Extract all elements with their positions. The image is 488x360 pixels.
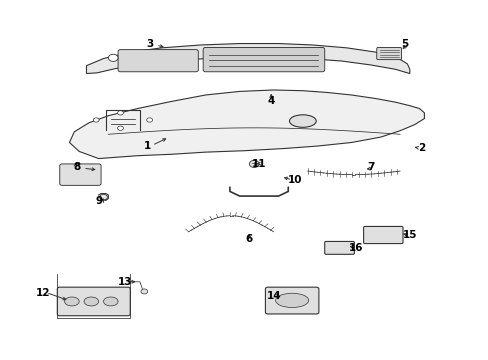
FancyBboxPatch shape — [118, 50, 198, 72]
Circle shape — [249, 160, 259, 167]
Ellipse shape — [275, 293, 308, 307]
Text: 15: 15 — [402, 230, 416, 240]
Text: 10: 10 — [288, 175, 302, 185]
Text: 5: 5 — [401, 39, 408, 49]
Text: 6: 6 — [245, 234, 252, 244]
Ellipse shape — [103, 297, 118, 306]
Text: 2: 2 — [418, 143, 425, 153]
Text: 14: 14 — [266, 291, 281, 301]
Circle shape — [141, 289, 147, 294]
FancyBboxPatch shape — [363, 226, 402, 244]
FancyBboxPatch shape — [203, 48, 324, 72]
PathPatch shape — [86, 44, 409, 73]
PathPatch shape — [69, 90, 424, 158]
Text: 12: 12 — [36, 288, 50, 297]
Text: 7: 7 — [366, 162, 374, 172]
Circle shape — [117, 126, 123, 130]
Ellipse shape — [84, 297, 99, 306]
FancyBboxPatch shape — [376, 48, 401, 60]
Text: 4: 4 — [267, 96, 274, 107]
Text: 3: 3 — [146, 39, 153, 49]
Text: 11: 11 — [251, 159, 266, 169]
Text: 1: 1 — [143, 141, 151, 151]
Text: 8: 8 — [73, 162, 80, 172]
FancyBboxPatch shape — [324, 242, 354, 254]
Circle shape — [100, 194, 107, 200]
FancyBboxPatch shape — [265, 287, 318, 314]
FancyBboxPatch shape — [57, 287, 130, 316]
Text: 9: 9 — [95, 197, 102, 206]
Circle shape — [93, 118, 99, 122]
Circle shape — [117, 111, 123, 115]
Ellipse shape — [64, 297, 79, 306]
Text: 16: 16 — [348, 243, 363, 253]
Text: 13: 13 — [118, 277, 132, 287]
FancyBboxPatch shape — [60, 164, 101, 185]
Circle shape — [146, 118, 152, 122]
Circle shape — [108, 54, 118, 62]
Ellipse shape — [289, 115, 316, 127]
